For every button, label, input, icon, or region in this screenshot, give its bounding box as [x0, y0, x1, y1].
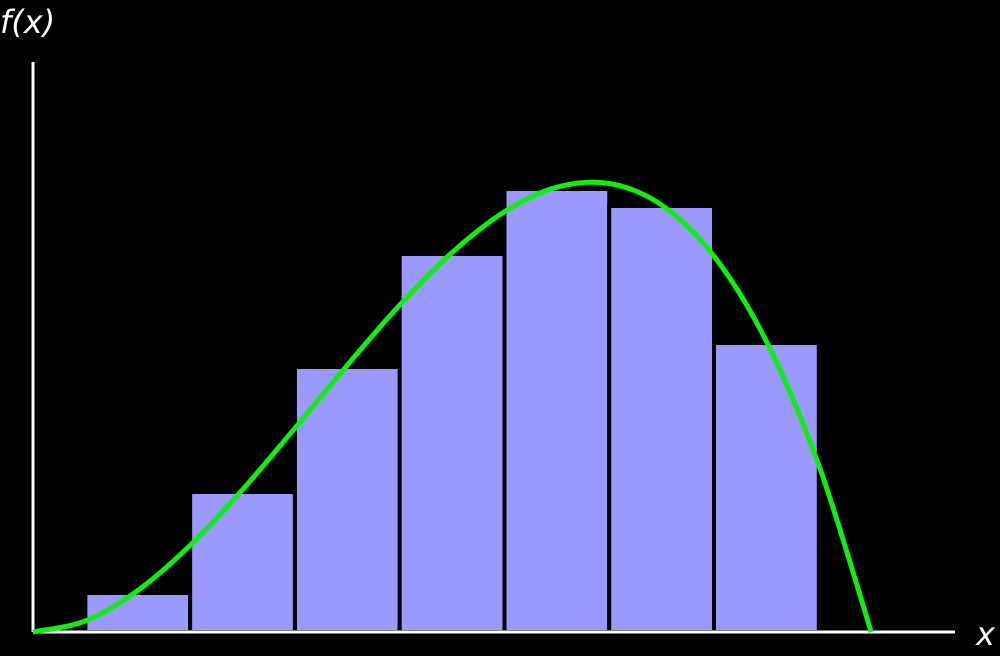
- x-axis-label: x: [975, 615, 996, 653]
- bar: [712, 341, 821, 634]
- bar: [397, 252, 507, 634]
- bar: [607, 204, 717, 634]
- bar: [188, 490, 297, 634]
- y-axis-label: f(x): [0, 3, 55, 41]
- bar: [292, 365, 402, 634]
- density-curve: [32, 179, 874, 635]
- bar: [502, 187, 612, 634]
